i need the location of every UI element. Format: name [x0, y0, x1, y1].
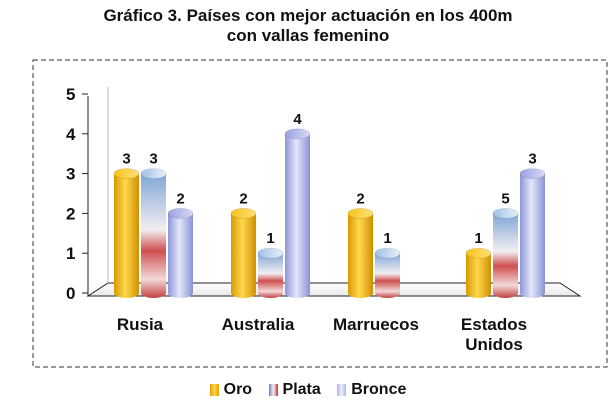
bar-bronce-3: [519, 168, 546, 298]
data-label: 1: [474, 230, 482, 247]
bar-plata-0: [140, 168, 167, 298]
legend-swatch-plata: [268, 384, 278, 396]
legend-swatch-bronce: [337, 384, 347, 396]
y-tick-label: 2: [66, 204, 75, 223]
y-tick-label: 5: [66, 85, 75, 104]
data-label: 2: [239, 190, 247, 207]
bar-bronce-0: [167, 208, 194, 298]
x-category-label: Australia: [222, 315, 295, 334]
chart-legend: Oro Plata Bronce: [0, 381, 616, 401]
x-category-label: Rusia: [117, 315, 164, 334]
data-label: 3: [122, 151, 130, 168]
chart-title-line-2: con vallas femenino: [226, 26, 390, 45]
bar-oro-2: [347, 208, 374, 298]
bar-plata-1: [257, 247, 284, 298]
data-label: 3: [149, 151, 157, 168]
data-label: 3: [528, 151, 536, 168]
plot-area-frame: [32, 59, 608, 368]
data-label: 1: [383, 230, 391, 247]
legend-label-oro: Oro: [223, 381, 253, 398]
x-category-label: Unidos: [465, 335, 523, 354]
legend-item-oro: Oro: [209, 381, 253, 399]
y-tick-label: 1: [66, 244, 75, 263]
data-label: 2: [176, 190, 184, 207]
bar-plata-3: [492, 208, 519, 298]
legend-label-bronce: Bronce: [351, 381, 407, 398]
chart-title: Gráfico 3. Países con mejor actuación en…: [0, 6, 616, 46]
x-category-label: Marruecos: [333, 315, 419, 334]
bar-oro-0: [113, 168, 140, 298]
data-label: 4: [293, 111, 302, 128]
y-tick-label: 0: [66, 284, 75, 303]
bar-bronce-1: [284, 128, 311, 298]
bar-oro-1: [230, 208, 257, 298]
legend-item-plata: Plata: [268, 381, 321, 399]
legend-swatch-oro: [209, 384, 219, 396]
chart-title-line-1: Gráfico 3. Países con mejor actuación en…: [103, 6, 513, 25]
data-label: 5: [501, 190, 509, 207]
y-tick-label: 3: [66, 165, 75, 184]
bar-oro-3: [465, 247, 492, 298]
chart-floor: [86, 282, 582, 297]
x-category-label: Estados: [461, 315, 527, 334]
legend-label-plata: Plata: [282, 381, 321, 398]
legend-item-bronce: Bronce: [337, 381, 406, 399]
data-label: 2: [356, 190, 364, 207]
bar-plata-2: [374, 247, 401, 298]
data-label: 1: [266, 230, 274, 247]
y-tick-label: 4: [66, 125, 76, 144]
